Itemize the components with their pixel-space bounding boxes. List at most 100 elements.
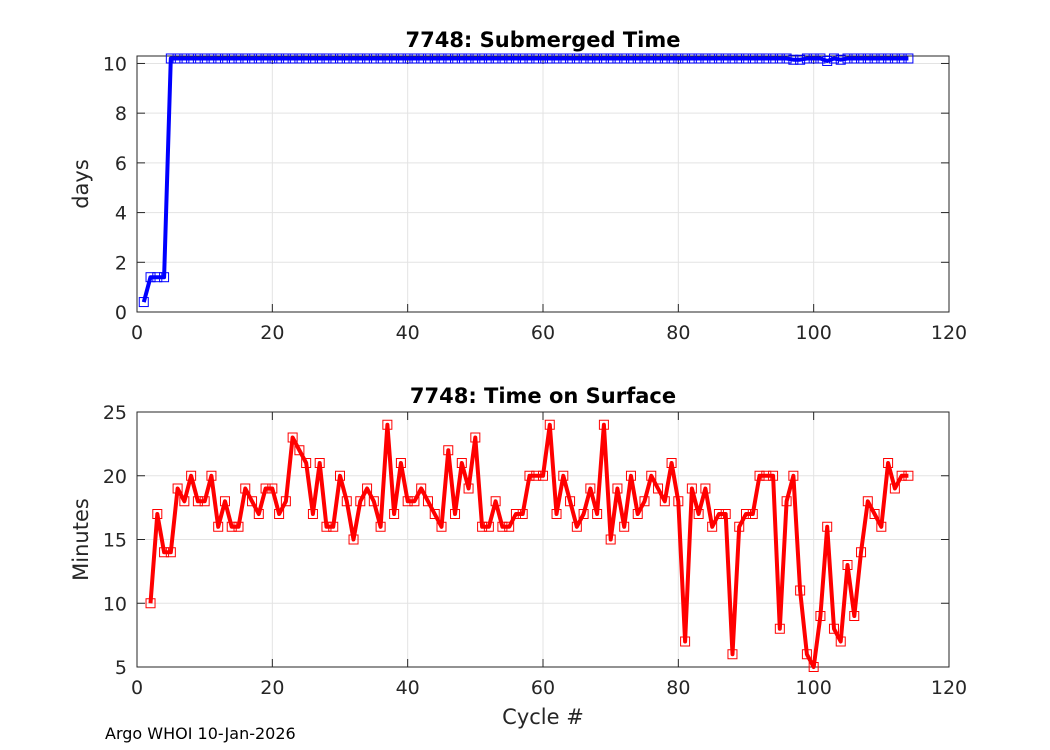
data-point (869, 53, 880, 64)
y-tick-label: 2 (115, 252, 127, 274)
data-point (544, 53, 555, 64)
data-point (192, 53, 203, 64)
data-point (571, 53, 582, 64)
footer-credit: Argo WHOI 10-Jan-2026 (105, 724, 296, 743)
data-point (653, 483, 664, 494)
data-point (700, 53, 711, 64)
x-tick-label: 20 (260, 322, 284, 344)
data-point (186, 53, 197, 64)
chart-title: 7748: Submerged Time (405, 28, 680, 52)
data-point (565, 496, 576, 507)
y-tick-label: 10 (103, 53, 127, 75)
chart-2: 0 20 40 60 80 100 120 5 10 15 20 25 7748: Time on Su… (69, 384, 967, 729)
data-point (348, 53, 359, 64)
data-point (686, 53, 697, 64)
data-point (673, 496, 684, 507)
data-point (186, 470, 197, 481)
data-point (883, 458, 894, 468)
data-point (598, 53, 609, 64)
data-point (402, 53, 413, 64)
data-point (815, 53, 826, 64)
data-point (335, 470, 345, 481)
data-point (416, 53, 427, 64)
data-point (538, 53, 548, 64)
data-point (436, 521, 447, 532)
data-point (565, 53, 576, 64)
data-point (287, 53, 298, 64)
data-point (213, 53, 224, 64)
x-tick-label: 60 (531, 322, 555, 344)
data-point (301, 53, 312, 64)
x-tick-label: 20 (260, 677, 284, 699)
data-point (416, 483, 427, 494)
data-point (247, 53, 258, 64)
data-point (138, 297, 149, 308)
data-point (598, 419, 609, 430)
y-tick-label: 15 (103, 530, 127, 552)
data-point (165, 53, 176, 64)
data-point (558, 470, 569, 481)
data-point (219, 53, 230, 64)
data-point (192, 496, 203, 507)
x-tick-label: 40 (396, 677, 420, 699)
data-point (727, 649, 738, 660)
data-point (747, 509, 758, 519)
data-point (720, 53, 731, 64)
data-point (443, 53, 454, 64)
data-point (321, 53, 332, 64)
y-axis-label: Minutes (69, 498, 93, 581)
data-point (788, 54, 799, 65)
data-point (538, 470, 548, 481)
data-point (842, 560, 853, 570)
data-point (226, 521, 237, 532)
data-point (165, 547, 176, 558)
data-point (761, 53, 772, 64)
x-tick-label: 40 (396, 322, 420, 344)
data-point (727, 53, 738, 64)
data-point (382, 53, 393, 64)
data-point (240, 483, 251, 494)
data-point (625, 470, 636, 481)
series-line (148, 422, 909, 669)
data-point (896, 470, 907, 481)
data-point (219, 496, 230, 507)
data-point (849, 53, 860, 64)
data-point (314, 53, 325, 64)
data-point (301, 458, 312, 468)
data-point (680, 53, 691, 64)
data-point (483, 53, 494, 64)
data-point (828, 623, 839, 634)
data-point (247, 496, 258, 507)
data-point (179, 496, 190, 507)
data-point (605, 534, 616, 545)
data-point (666, 458, 677, 468)
data-point (700, 483, 711, 494)
data-point (287, 432, 298, 443)
data-point (463, 53, 474, 64)
data-point (348, 534, 359, 545)
y-axis-label: days (69, 159, 93, 209)
data-point (233, 53, 244, 64)
data-point (199, 496, 210, 507)
y-tick-label: 25 (103, 402, 127, 424)
data-point (510, 509, 521, 519)
data-point (673, 53, 684, 64)
data-point (828, 53, 839, 64)
data-point (754, 53, 765, 64)
data-point (314, 458, 325, 468)
x-tick-label: 120 (931, 677, 967, 699)
data-point (172, 483, 183, 494)
data-point (490, 53, 501, 64)
data-point (341, 496, 352, 507)
data-point (422, 53, 433, 64)
data-point (362, 483, 373, 494)
data-point (585, 483, 596, 494)
data-point (883, 53, 894, 64)
data-point (741, 509, 751, 519)
data-point (822, 521, 833, 532)
data-point (741, 53, 751, 64)
data-point (429, 53, 440, 64)
data-point (768, 53, 779, 64)
data-point (355, 496, 366, 507)
